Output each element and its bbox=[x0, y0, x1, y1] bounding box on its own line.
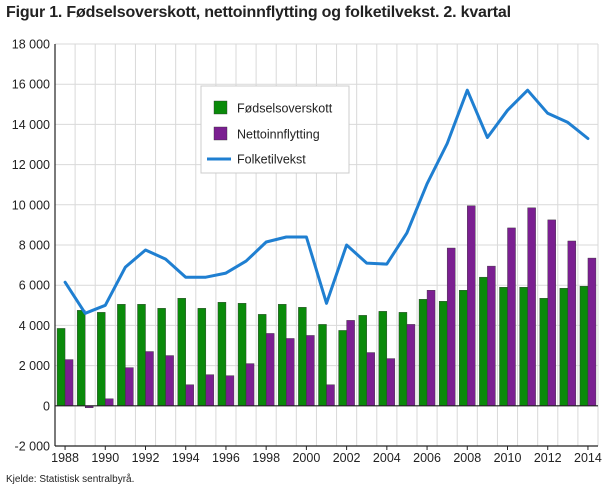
x-tick-label: 1998 bbox=[252, 451, 280, 465]
y-tick-label: 14 000 bbox=[12, 118, 50, 132]
bar-migration bbox=[286, 338, 295, 406]
bar-births bbox=[298, 307, 307, 406]
bar-migration bbox=[426, 290, 436, 407]
bar-births bbox=[579, 286, 589, 406]
chart: -2 000 0 2 000 4 000 6 000 8 000 10 000 12 000 1… bbox=[12, 38, 602, 466]
legend-label: Folketilvekst bbox=[237, 153, 306, 167]
x-tick-label: 2006 bbox=[413, 451, 441, 465]
legend-label: Fødselsoverskott bbox=[237, 102, 333, 116]
bar-migration bbox=[366, 352, 375, 407]
bar-births bbox=[459, 290, 468, 407]
x-tick-label: 2010 bbox=[494, 451, 522, 465]
bar-births bbox=[519, 287, 528, 406]
bar-births bbox=[438, 301, 448, 406]
y-tick-label: -2 000 bbox=[15, 440, 50, 454]
bar-migration bbox=[205, 374, 215, 406]
y-tick-label: 0 bbox=[43, 399, 50, 413]
bar-migration bbox=[507, 227, 516, 406]
bar-migration bbox=[567, 240, 577, 407]
y-tick-label: 8 000 bbox=[19, 239, 50, 253]
line-growth bbox=[63, 88, 590, 315]
bar-births bbox=[398, 312, 408, 406]
bar-births bbox=[76, 310, 86, 407]
y-tick-label: 4 000 bbox=[19, 319, 50, 333]
bar-births bbox=[197, 308, 207, 407]
bar-births bbox=[217, 302, 227, 407]
y-tick-label: 12 000 bbox=[12, 158, 50, 172]
x-tick-label: 1990 bbox=[91, 451, 119, 465]
source-note: Kjelde: Statistisk sentralbyrå. bbox=[6, 474, 135, 485]
bar-migration bbox=[446, 247, 456, 407]
bar-migration bbox=[145, 351, 154, 406]
bar-migration bbox=[105, 398, 114, 407]
bar-migration bbox=[245, 363, 255, 406]
legend: Fødselsoverskott Nettoinnflytting Folketil… bbox=[200, 85, 350, 174]
bar-births bbox=[559, 288, 569, 406]
bar-migration bbox=[64, 359, 74, 407]
bar-migration bbox=[165, 355, 174, 406]
tick-labels: -2 000 0 2 000 4 000 6 000 8 000 10 000 12 000 1… bbox=[12, 38, 602, 466]
x-tick-label: 2008 bbox=[453, 451, 481, 465]
bar-migration bbox=[306, 335, 315, 407]
bar-migration bbox=[386, 358, 396, 407]
bar-births bbox=[318, 324, 327, 406]
legend-swatch bbox=[213, 100, 228, 115]
bar-births bbox=[338, 330, 347, 406]
bar-migration bbox=[265, 333, 275, 407]
bar-births bbox=[358, 315, 367, 407]
x-tick-label: 1992 bbox=[132, 451, 160, 465]
x-tick-label: 1994 bbox=[172, 451, 200, 465]
y-tick-label: 10 000 bbox=[12, 198, 50, 212]
chart-title: Figur 1. Fødselsoverskott, nettoinnflytt… bbox=[6, 4, 511, 21]
bar-migration bbox=[326, 384, 335, 407]
bar-migration bbox=[406, 324, 416, 406]
bar-births bbox=[539, 298, 548, 407]
bar-births bbox=[177, 298, 186, 407]
y-tick-label: 18 000 bbox=[12, 38, 50, 52]
bar-migration bbox=[185, 384, 194, 407]
y-tick-label: 16 000 bbox=[12, 78, 50, 92]
bar-births bbox=[278, 304, 287, 407]
bar-births bbox=[378, 311, 388, 406]
x-tick-label: 2014 bbox=[574, 451, 602, 465]
bar-migration bbox=[225, 375, 235, 406]
y-tick-label: 2 000 bbox=[19, 359, 50, 373]
bar-migration bbox=[547, 219, 556, 407]
x-tick-label: 2000 bbox=[292, 451, 320, 465]
x-tick-label: 2004 bbox=[373, 451, 401, 465]
x-tick-label: 2002 bbox=[333, 451, 361, 465]
bar-migration bbox=[587, 257, 597, 407]
bar-migration bbox=[527, 207, 536, 407]
bar-migration bbox=[125, 367, 134, 406]
bar-migration bbox=[346, 320, 355, 407]
growth-line bbox=[63, 88, 590, 315]
bars bbox=[56, 205, 597, 409]
x-tick-label: 1988 bbox=[51, 451, 79, 465]
x-tick-label: 2012 bbox=[534, 451, 562, 465]
bar-births bbox=[237, 303, 247, 407]
y-tick-label: 6 000 bbox=[19, 279, 50, 293]
bar-births bbox=[499, 287, 508, 406]
bar-births bbox=[157, 308, 166, 407]
bar-births bbox=[418, 299, 428, 406]
bar-births bbox=[137, 304, 146, 407]
bar-births bbox=[117, 304, 126, 407]
legend-swatch bbox=[213, 126, 228, 141]
legend-label: Nettoinnflytting bbox=[237, 128, 320, 142]
bar-births bbox=[479, 276, 488, 407]
bar-migration bbox=[467, 205, 476, 406]
bar-migration bbox=[487, 265, 496, 407]
bar-births bbox=[257, 314, 267, 407]
x-tick-label: 1996 bbox=[212, 451, 240, 465]
bar-births bbox=[97, 312, 106, 406]
bar-births bbox=[56, 328, 66, 407]
